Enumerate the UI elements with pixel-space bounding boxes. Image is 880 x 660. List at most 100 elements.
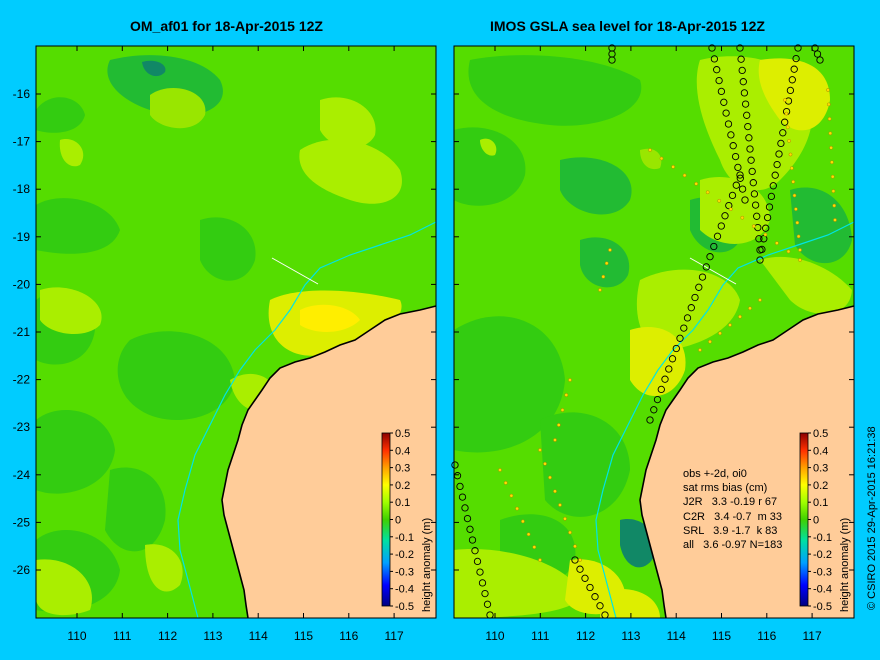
lat-tick-label: -20 (13, 277, 31, 291)
obs-dot-marker (832, 203, 837, 208)
obs-dot-marker (833, 218, 837, 222)
lat-tick-label: -26 (13, 563, 31, 577)
stats-box: obs +-2d, oi0 sat rms bias (cm) J2R 3.3 -0… (683, 467, 782, 552)
obs-dot-marker (573, 544, 577, 549)
obs-circle-marker (481, 589, 489, 598)
obs-dot-marker (826, 102, 831, 107)
obs-circle-marker (710, 55, 719, 63)
obs-circle-marker (468, 536, 477, 544)
obs-dot-marker (728, 207, 733, 212)
lon-tick-label: 116 (339, 629, 358, 643)
obs-circle-marker (736, 44, 744, 52)
obs-circle-marker (710, 242, 718, 251)
obs-circle-marker (746, 145, 754, 153)
obs-circle-marker (451, 461, 459, 469)
obs-circle-marker (745, 134, 753, 142)
obs-circle-marker (473, 557, 482, 566)
lon-tick-label: 117 (385, 629, 404, 643)
obs-circle-marker (720, 98, 728, 106)
obs-circle-marker (721, 212, 729, 220)
obs-circle-marker (608, 56, 616, 64)
obs-dot-marker (563, 516, 567, 521)
obs-circle-marker (596, 602, 604, 610)
obs-dot-marker (694, 181, 699, 186)
obs-dot-marker (543, 461, 547, 466)
obs-circle-marker (748, 167, 756, 176)
observation-markers (451, 44, 837, 619)
obs-circle-marker (586, 583, 594, 592)
obs-circle-marker (713, 232, 722, 240)
left-colorbar-label: height anomaly (m) (421, 518, 433, 612)
obs-circle-marker (734, 163, 742, 172)
obs-dot-marker (578, 558, 582, 562)
obs-circle-marker (463, 514, 472, 523)
stats-row: all 3.6 -0.97 N=183 (683, 539, 783, 552)
lat-tick-label: -22 (13, 373, 31, 387)
obs-circle-marker (741, 196, 749, 204)
obs-dot-marker (728, 323, 732, 327)
obs-circle-marker (653, 395, 662, 404)
colorbar-tick-label: 0 (813, 515, 819, 527)
colorbar-tick-label: 0.2 (813, 480, 828, 492)
obs-dot-marker (568, 378, 572, 382)
obs-circle-marker (750, 190, 759, 198)
colorbar-tick-label: 0.3 (395, 463, 410, 475)
colorbar-tick-label: 0.1 (395, 497, 410, 509)
copyright-credit: © CSIRO 2015 29-Apr-2015 16:21:38 (866, 426, 878, 610)
obs-circle-marker (456, 482, 464, 491)
right-colorbar-label: height anomaly (m) (839, 518, 851, 612)
obs-circle-marker (717, 222, 725, 230)
right-panel-title: IMOS GSLA sea level for 18-Apr-2015 12Z (490, 18, 765, 34)
colorbar-tick-label: 0.3 (813, 463, 828, 475)
obs-dot-marker (682, 173, 687, 178)
obs-circle-marker (657, 385, 665, 394)
lon-tick-label: 116 (757, 629, 776, 643)
obs-circle-marker (790, 65, 798, 73)
obs-circle-marker (722, 109, 730, 117)
obs-circle-marker (715, 76, 723, 85)
lat-tick-label: -19 (13, 230, 31, 244)
obs-circle-marker (741, 100, 750, 108)
lon-tick-label: 112 (158, 629, 177, 643)
right-colorbar: 0.5 0.4 0.3 0.2 0.1 0 -0.1 -0.2 -0.3 -0.4 -0.5 hei… (799, 428, 851, 613)
obs-circle-marker (773, 160, 781, 169)
obs-circle-marker (672, 344, 680, 353)
obs-circle-marker (744, 122, 752, 131)
obs-circle-marker (576, 565, 584, 573)
obs-circle-marker (760, 235, 768, 243)
obs-dot-marker (568, 530, 572, 535)
right-transect-line (689, 257, 737, 285)
obs-dot-marker (705, 190, 710, 195)
left-colorbar-bar (381, 432, 391, 607)
obs-circle-marker (740, 89, 749, 97)
obs-circle-marker (713, 66, 721, 74)
obs-dot-marker (787, 139, 791, 143)
colorbar-tick-label: 0.4 (395, 445, 410, 457)
obs-circle-marker (769, 182, 777, 190)
obs-dot-marker (659, 156, 664, 161)
obs-circle-marker (717, 87, 726, 96)
obs-circle-marker (727, 131, 735, 139)
colorbar-tick-label: -0.1 (395, 532, 414, 544)
obs-circle-marker (687, 304, 695, 312)
colorbar-tick-label: 0 (395, 515, 401, 527)
lon-tick-label: 110 (67, 629, 86, 643)
obs-circle-marker (747, 156, 755, 164)
lat-tick-label: -24 (13, 468, 31, 482)
obs-dot-marker (788, 152, 793, 157)
colorbar-tick-label: -0.4 (395, 584, 414, 596)
obs-dot-marker (775, 241, 779, 245)
obs-circle-marker (765, 203, 774, 211)
obs-dot-marker (532, 545, 537, 549)
obs-circle-marker (458, 493, 467, 501)
obs-circle-marker (751, 201, 760, 209)
obs-dot-marker (792, 193, 797, 198)
obs-dot-marker (830, 174, 835, 179)
stats-row: SRL 3.9 -1.7 k 83 (683, 524, 778, 537)
obs-dot-marker (521, 519, 525, 524)
obs-dot-marker (558, 503, 562, 507)
obs-circle-marker (695, 283, 703, 291)
obs-dot-marker (748, 306, 752, 311)
obs-circle-marker (665, 365, 673, 373)
lon-tick-label: 117 (803, 629, 822, 643)
